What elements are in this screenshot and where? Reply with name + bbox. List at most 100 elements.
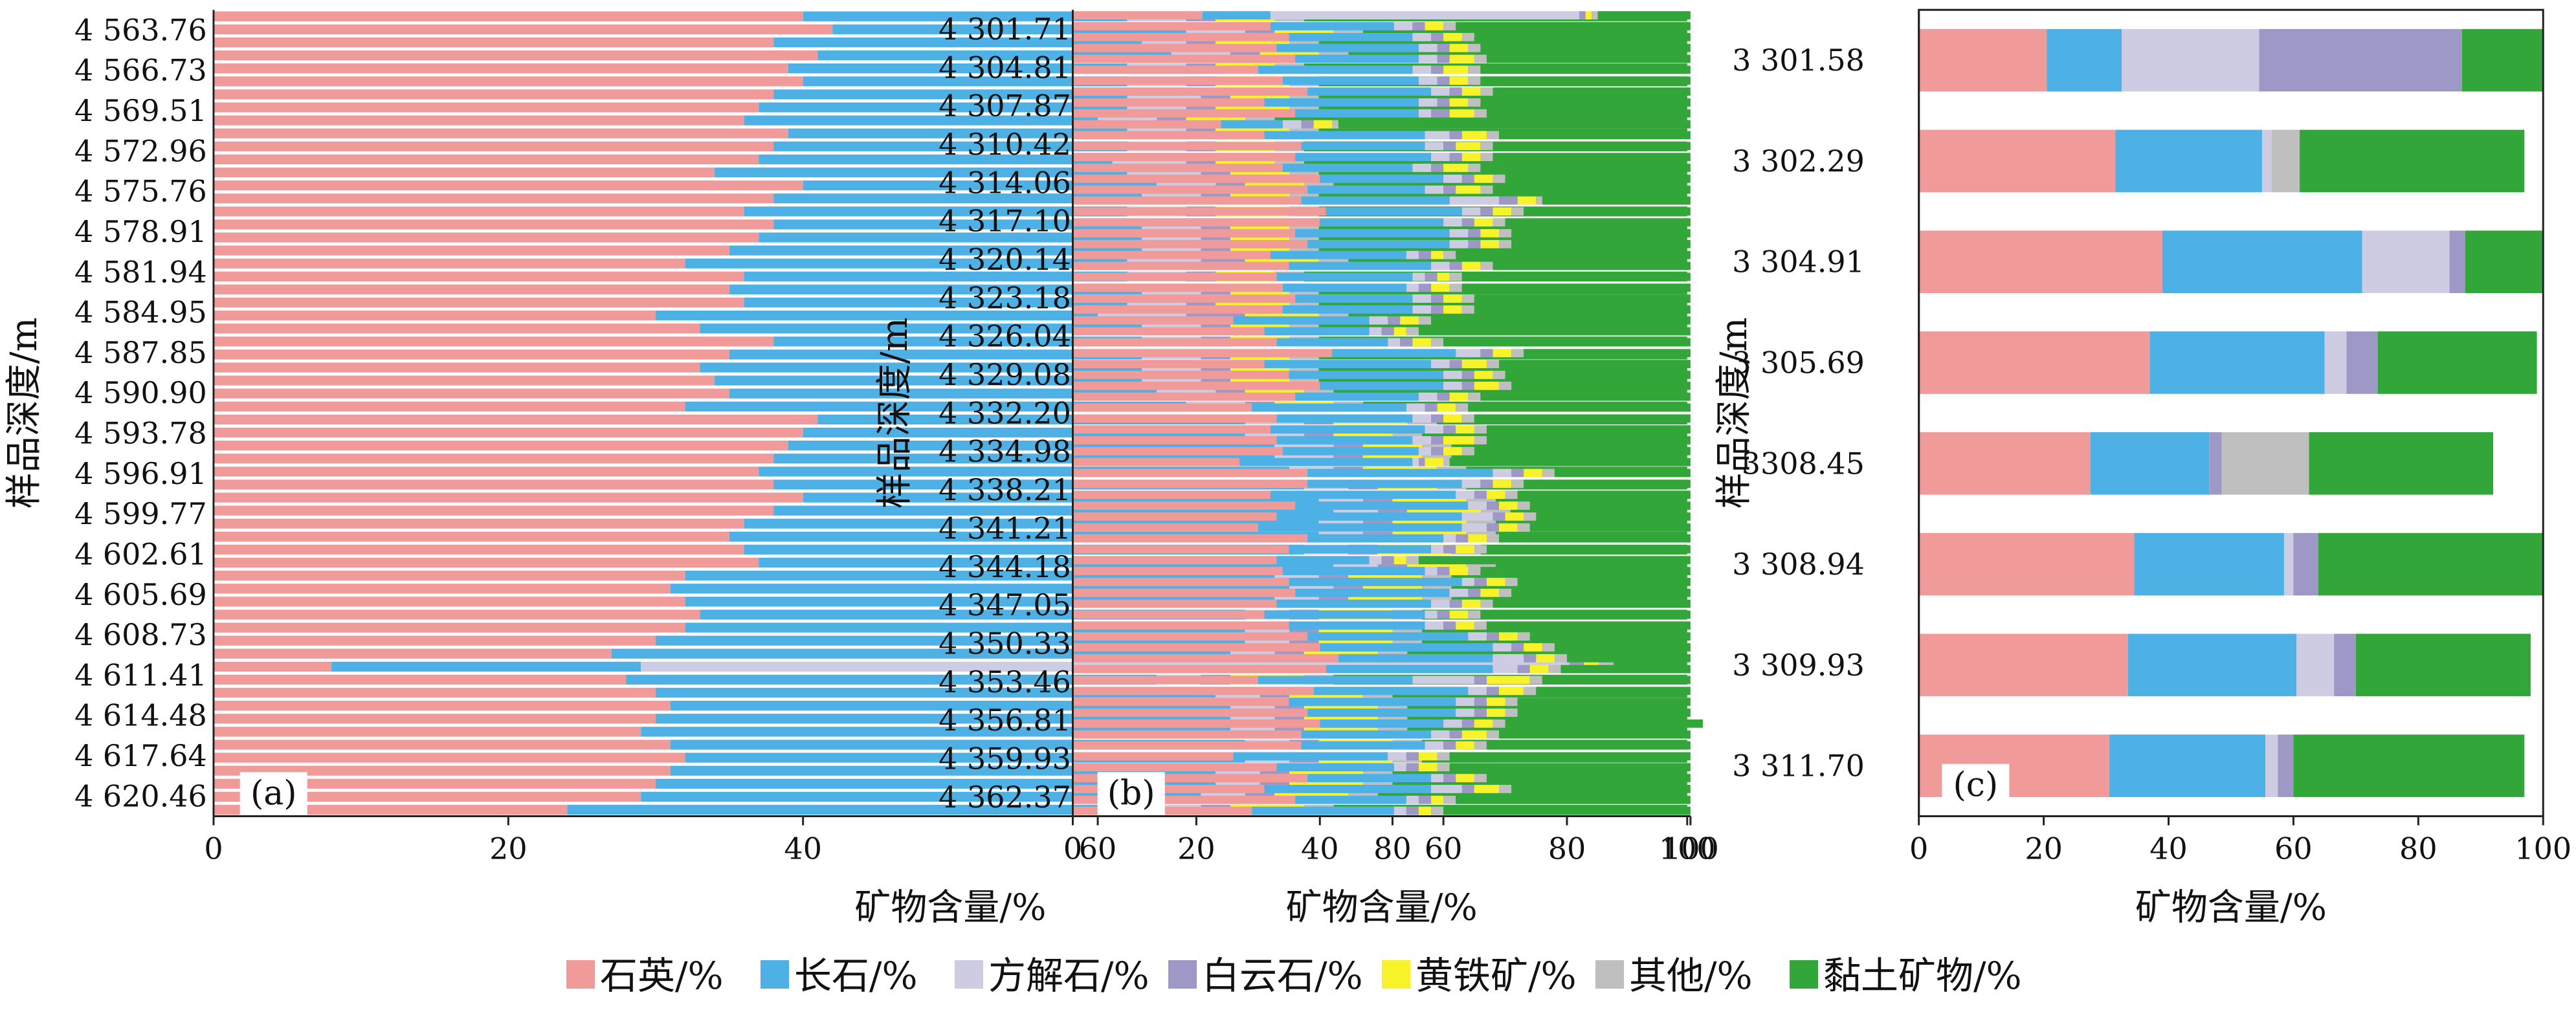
bar-segment xyxy=(1474,414,1691,423)
bar-segment xyxy=(213,76,803,87)
bar-segment xyxy=(331,661,641,672)
bar-segment xyxy=(773,336,1142,347)
bar-segment xyxy=(1461,479,1481,489)
bar-segment xyxy=(1542,468,1555,478)
bar-segment xyxy=(700,362,1142,373)
x-tick-label: 0 xyxy=(1063,831,1082,866)
bar-segment xyxy=(1418,556,1691,565)
bar-segment xyxy=(1289,578,1462,586)
bar-segment xyxy=(1449,392,1469,401)
bar-segment xyxy=(213,388,729,399)
bar-segment xyxy=(1295,501,1469,510)
bar-segment xyxy=(1412,65,1432,74)
bar-segment xyxy=(2122,28,2260,92)
bar-segment xyxy=(1461,131,1487,140)
bar-segment xyxy=(1474,578,1487,586)
bar-segment xyxy=(1554,468,1691,478)
bar-segment xyxy=(1493,153,1691,161)
bar-segment xyxy=(1437,567,1450,575)
bar-segment xyxy=(1307,708,1456,717)
panel-tag-background xyxy=(1942,763,2010,807)
bar-segment xyxy=(1511,588,1691,597)
bar-segment xyxy=(1425,621,1444,630)
bar-segment xyxy=(1918,633,2128,697)
bar-segment xyxy=(1461,599,1481,608)
bar-segment xyxy=(1264,360,1432,368)
x-tick-label: 60 xyxy=(2274,831,2313,866)
bar-segment xyxy=(1486,578,1505,586)
bar-segment xyxy=(1474,381,1500,390)
bar-segment xyxy=(1443,65,1469,74)
bar-segment xyxy=(773,37,1142,48)
bar-segment xyxy=(1369,556,1382,565)
bar-segment xyxy=(788,63,1127,74)
bar-segment xyxy=(1456,22,1691,30)
bar-segment xyxy=(1456,621,1474,630)
bar-segment xyxy=(1474,621,1487,630)
bar-segment xyxy=(1418,98,1438,107)
bar-segment xyxy=(1511,643,1524,652)
bar-segment xyxy=(1468,588,1481,597)
bar-segment xyxy=(1276,512,1462,521)
bar-segment xyxy=(1369,327,1382,336)
bar-segment xyxy=(1529,523,1691,532)
bar-segment xyxy=(1072,523,1258,532)
bar-segment xyxy=(1072,316,1234,325)
y-tick-label: 3 311.70 xyxy=(1732,749,1865,784)
bar-segment xyxy=(2334,633,2356,697)
bar-segment xyxy=(1431,446,1444,456)
bar-segment xyxy=(1443,305,1462,314)
bar-segment xyxy=(1542,643,1555,652)
bar-segment xyxy=(1468,98,1481,107)
bar-segment xyxy=(1443,806,1691,815)
y-tick-label: 4 575.76 xyxy=(74,174,207,209)
bar-segment xyxy=(1493,468,1512,478)
bar-segment xyxy=(1072,272,1277,281)
bar-segment xyxy=(773,141,1127,151)
bar-segment xyxy=(213,440,788,451)
bar-segment xyxy=(1072,174,1320,183)
legend-swatch xyxy=(566,960,595,989)
bar-segment xyxy=(729,388,1157,399)
bar-segment xyxy=(1270,425,1425,434)
legend-label: 其他/% xyxy=(1629,954,1753,998)
bar-segment xyxy=(1456,490,1474,500)
bar-segment xyxy=(213,128,788,138)
bar-segment xyxy=(1431,87,1450,96)
bar-segment xyxy=(1461,578,1474,586)
bar-segment xyxy=(1493,142,1691,151)
bar-segment xyxy=(213,349,729,360)
bar-segment xyxy=(213,778,656,789)
bar-segment xyxy=(1542,196,1691,205)
bar-segment xyxy=(2149,331,2325,394)
bar-segment xyxy=(1425,272,1438,281)
bar-segment xyxy=(1536,512,1691,521)
bar-segment xyxy=(1449,43,1469,52)
bar-segment xyxy=(1320,719,1444,728)
bar-segment xyxy=(1486,436,1691,445)
bar-segment xyxy=(1443,174,1462,183)
bar-segment xyxy=(1072,741,1302,750)
bar-segment xyxy=(1406,556,1419,565)
bar-segment xyxy=(1443,142,1456,151)
x-tick-label: 40 xyxy=(1301,831,1339,866)
bar-segment xyxy=(213,206,744,217)
bar-segment xyxy=(1072,43,1277,52)
bar-segment xyxy=(715,167,1127,178)
x-tick-label: 0 xyxy=(204,831,223,866)
y-tick-label: 4 566.73 xyxy=(74,53,207,88)
bar-segment xyxy=(1307,87,1432,96)
x-tick-label: 80 xyxy=(1373,831,1412,866)
bar-segment xyxy=(1072,686,1314,696)
bar-segment xyxy=(1511,468,1524,478)
bar-segment xyxy=(1301,120,1314,129)
bar-segment xyxy=(2318,532,2544,596)
bar-segment xyxy=(1072,403,1252,412)
bar-segment xyxy=(1431,153,1450,161)
bar-segment xyxy=(1282,305,1413,314)
bar-segment xyxy=(1474,109,1487,118)
bar-segment xyxy=(685,258,1127,269)
y-tick-label: 4 569.51 xyxy=(74,93,207,128)
bar-segment xyxy=(1388,338,1401,347)
bar-segment xyxy=(1456,697,1474,707)
